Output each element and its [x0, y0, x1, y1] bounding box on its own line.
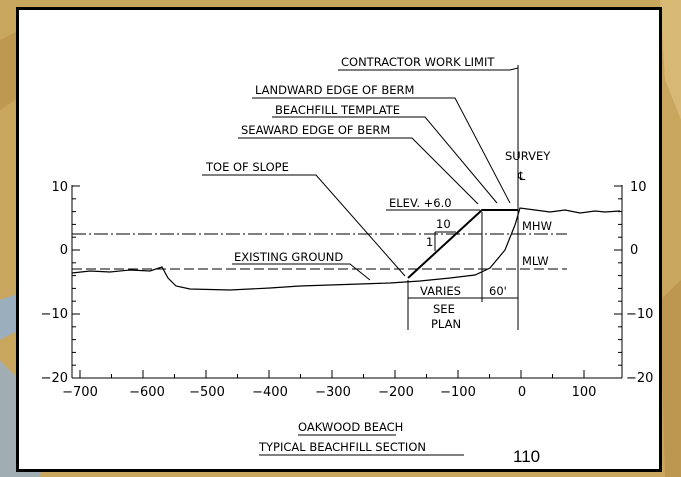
label-survey-cl: ℄	[517, 169, 526, 183]
leader-contractor-work-limit	[338, 67, 519, 71]
x-tick-label: −100	[440, 385, 476, 400]
y-tick-label-right: −10	[626, 307, 653, 322]
drawing-panel: 110	[16, 7, 662, 472]
label-existing-ground: EXISTING GROUND	[234, 250, 343, 264]
y-tick-label-left: 0	[60, 243, 68, 258]
label-toe-of-slope: TOE OF SLOPE	[205, 160, 289, 174]
y-axis-tick-labels-left: 10 0 −10 −20	[41, 180, 68, 386]
label-elevation: ELEV. +6.0	[389, 196, 452, 210]
x-tick-label: −500	[189, 385, 225, 400]
x-tick-label: −300	[315, 385, 351, 400]
label-see: SEE	[433, 302, 455, 316]
x-tick-label: 0	[518, 385, 526, 400]
y-tick-label-left: 10	[51, 180, 68, 195]
x-tick-label: −600	[129, 385, 165, 400]
label-mlw: MLW	[522, 254, 549, 268]
x-tick-label: −700	[62, 385, 98, 400]
label-width-60: 60'	[489, 284, 507, 298]
label-slope-run: 10	[436, 217, 451, 231]
x-tick-label: −400	[252, 385, 288, 400]
x-tick-label: −200	[378, 385, 414, 400]
label-survey: SURVEY	[505, 149, 551, 163]
x-tick-label: 100	[572, 385, 597, 400]
leader-toe-of-slope	[202, 174, 406, 277]
x-axis-tick-labels: −700 −600 −500 −400 −300 −200 −100 0 100	[62, 385, 596, 400]
leader-beachfill-template	[272, 116, 498, 204]
y-axis-tick-labels-right: 10 0 −10 −20	[626, 180, 653, 386]
y-tick-label-right: −20	[626, 371, 653, 386]
leader-existing-ground	[232, 263, 371, 281]
label-seaward-edge: SEAWARD EDGE OF BERM	[241, 123, 390, 137]
label-plan: PLAN	[431, 317, 461, 331]
y-tick-label-right: 10	[630, 180, 647, 195]
label-varies: VARIES	[420, 284, 461, 298]
existing-ground-profile	[71, 207, 621, 291]
label-mhw: MHW	[522, 219, 552, 233]
section-subtitle: TYPICAL BEACHFILL SECTION	[258, 440, 426, 454]
y-tick-label-left: −10	[41, 307, 68, 322]
label-contractor-work-limit: CONTRACTOR WORK LIMIT	[341, 55, 495, 69]
slope-indicator	[434, 231, 456, 251]
leader-landward-edge	[252, 97, 511, 204]
leader-seaward-edge	[238, 137, 479, 205]
beachfill-template	[407, 209, 518, 279]
label-slope-rise: 1	[426, 235, 433, 249]
label-beachfill-template: BEACHFILL TEMPLATE	[275, 103, 400, 117]
label-landward-edge: LANDWARD EDGE OF BERM	[255, 83, 414, 97]
page-number: 110	[513, 447, 541, 466]
y-tick-label-right: 0	[630, 243, 638, 258]
y-tick-label-left: −20	[41, 371, 68, 386]
section-title: OAKWOOD BEACH	[298, 420, 403, 434]
